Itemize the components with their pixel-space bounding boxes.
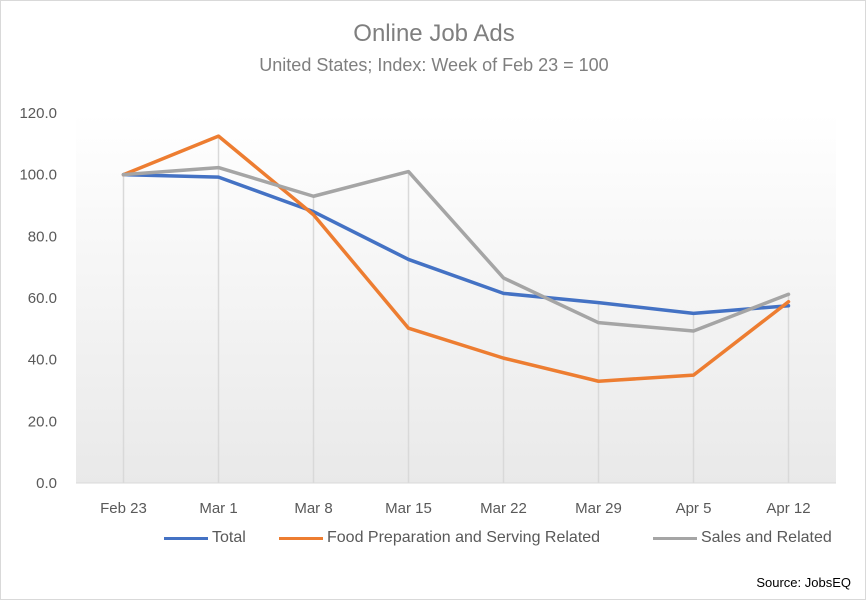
y-tick-label: 20.0	[28, 413, 57, 430]
y-tick-label: 0.0	[36, 475, 57, 492]
y-tick-label: 60.0	[28, 290, 57, 307]
legend-item-sales: Sales and Related	[653, 526, 832, 550]
legend-label-sales: Sales and Related	[701, 529, 832, 546]
x-tick-label: Mar 29	[575, 500, 622, 517]
legend-label-food-preparation: Food Preparation and Serving Related	[327, 529, 601, 546]
x-tick-label: Mar 8	[294, 500, 332, 517]
x-tick-label: Apr 12	[766, 500, 810, 517]
x-tick-label: Apr 5	[676, 500, 712, 517]
chart-legend: Total Food Preparation and Serving Relat…	[1, 526, 866, 550]
legend-item-food-preparation: Food Preparation and Serving Related	[279, 526, 600, 550]
y-tick-label: 100.0	[19, 167, 57, 184]
legend-swatch-total	[164, 536, 208, 540]
x-tick-label: Mar 1	[199, 500, 237, 517]
series-line-food-preparation-and-serving-related	[121, 134, 791, 383]
x-tick-label: Mar 15	[385, 500, 432, 517]
legend-label-total: Total	[212, 529, 246, 546]
y-tick-label: 40.0	[28, 352, 57, 369]
source-note: Source: JobsEQ	[756, 575, 851, 590]
x-tick-label: Feb 23	[100, 500, 147, 517]
series-line-total	[121, 172, 791, 316]
plot-area	[76, 113, 836, 483]
x-tick-label: Mar 22	[480, 500, 527, 517]
y-tick-label: 120.0	[19, 105, 57, 122]
series-line-sales-and-related	[121, 165, 791, 333]
chart-title: Online Job Ads	[353, 20, 515, 47]
y-tick-label: 80.0	[28, 228, 57, 245]
legend-item-total: Total	[164, 526, 246, 550]
legend-swatch-sales	[653, 536, 697, 540]
legend-swatch-food-preparation	[279, 536, 323, 540]
chart-subtitle: United States; Index: Week of Feb 23 = 1…	[259, 55, 609, 75]
